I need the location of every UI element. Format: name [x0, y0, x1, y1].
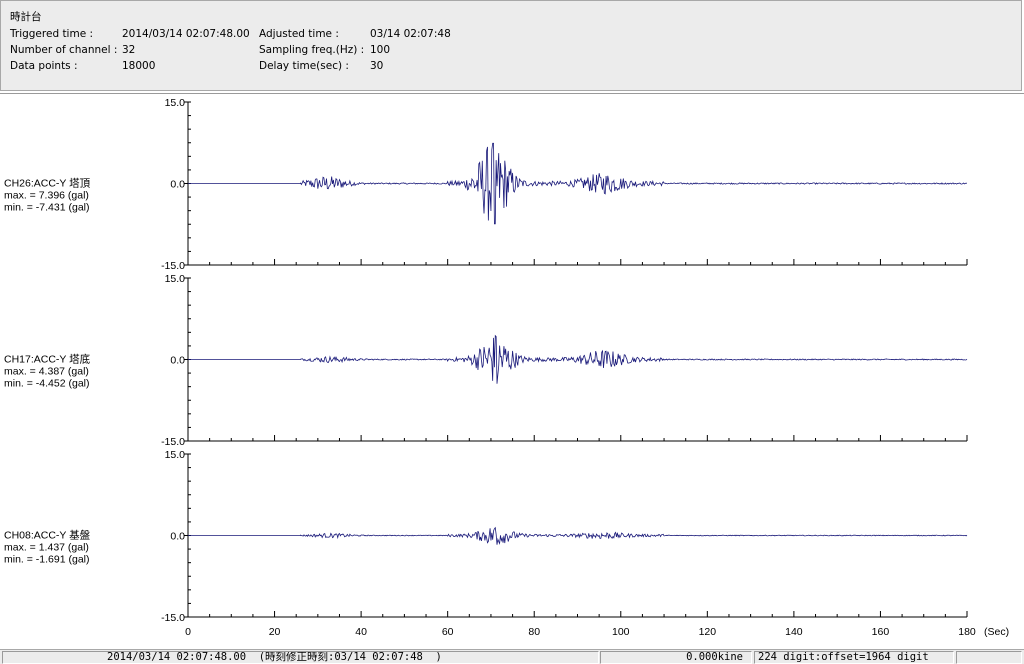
- triggered-value: 2014/03/14 02:07:48.00: [122, 28, 250, 40]
- waveform-trace: [188, 142, 968, 225]
- points-label: Data points :: [10, 60, 78, 72]
- x-tick-label: 60: [442, 626, 454, 638]
- channels-value: 32: [122, 44, 136, 56]
- header-panel: 時計台 Triggered time : 2014/03/14 02:07:48…: [0, 0, 1022, 91]
- x-tick-label: 0: [185, 626, 191, 638]
- y-tick-label: -15.0: [161, 436, 185, 448]
- status-extra: [956, 651, 1022, 664]
- y-tick-label: 0.0: [170, 179, 185, 191]
- x-tick-label: 120: [699, 626, 717, 638]
- channel-max: max. = 1.437 (gal): [4, 542, 89, 554]
- x-tick-label: 140: [785, 626, 803, 638]
- channel-min: min. = -1.691 (gal): [4, 554, 90, 566]
- status-bar: 2014/03/14 02:07:48.00 (時刻修正時刻:03/14 02:…: [0, 649, 1024, 664]
- x-tick-label: 20: [269, 626, 281, 638]
- adjusted-label: Adjusted time :: [259, 28, 339, 40]
- x-axis-unit: (Sec): [984, 626, 1009, 638]
- sampling-label: Sampling freq.(Hz) :: [259, 44, 365, 56]
- waveform-plot-area[interactable]: 15.0 0.0 -15.0 CH26:ACC-Y 塔頂 max. = 7.396 (g…: [0, 93, 1024, 649]
- status-time: 2014/03/14 02:07:48.00 (時刻修正時刻:03/14 02:…: [2, 651, 599, 664]
- channels-label: Number of channel :: [10, 44, 118, 56]
- triggered-label: Triggered time :: [10, 28, 94, 40]
- station-title: 時計台: [10, 11, 42, 23]
- channel-min: min. = -4.452 (gal): [4, 378, 90, 390]
- points-value: 18000: [122, 60, 156, 72]
- channel-name: CH26:ACC-Y 塔頂: [4, 177, 91, 190]
- channel-name: CH17:ACC-Y 塔底: [4, 353, 91, 366]
- adjusted-value: 03/14 02:07:48: [370, 28, 451, 40]
- y-tick-label: 0.0: [170, 531, 185, 543]
- waveform-trace: [188, 526, 968, 545]
- channel-max: max. = 4.387 (gal): [4, 366, 89, 378]
- delay-label: Delay time(sec) :: [259, 60, 349, 72]
- x-tick-label: 80: [528, 626, 540, 638]
- x-tick-label: 100: [612, 626, 630, 638]
- x-tick-label: 40: [355, 626, 367, 638]
- x-tick-label: 180: [958, 626, 976, 638]
- y-tick-label: 15.0: [165, 273, 186, 285]
- channel-max: max. = 7.396 (gal): [4, 190, 89, 202]
- status-kine: 0.000kine: [600, 651, 752, 664]
- channel-name: CH08:ACC-Y 基盤: [4, 529, 91, 542]
- y-tick-label: 15.0: [165, 97, 186, 109]
- y-tick-label: -15.0: [161, 260, 185, 272]
- waveform-trace: [188, 334, 968, 384]
- sampling-value: 100: [370, 44, 391, 56]
- x-tick-label: 160: [872, 626, 890, 638]
- delay-value: 30: [370, 60, 384, 72]
- y-tick-label: -15.0: [161, 612, 185, 624]
- status-digit: 224 digit:offset=1964 digit: [754, 651, 954, 664]
- y-tick-label: 0.0: [170, 355, 185, 367]
- y-tick-label: 15.0: [165, 449, 186, 461]
- channel-min: min. = -7.431 (gal): [4, 202, 90, 214]
